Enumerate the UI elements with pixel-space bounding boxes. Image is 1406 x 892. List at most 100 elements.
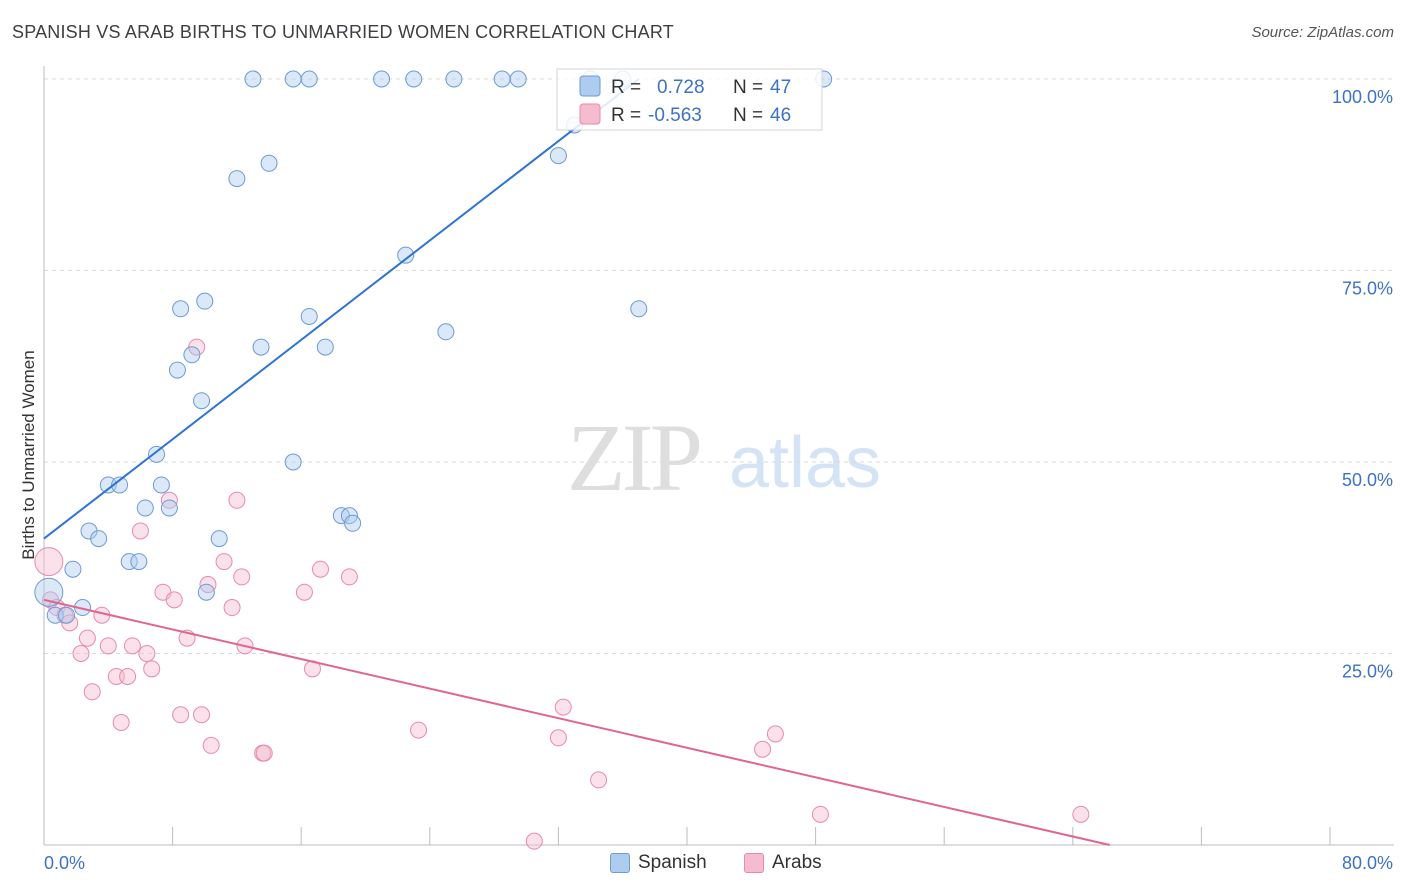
spanish-point [252,338,270,356]
arab-point [172,706,190,724]
arab-point [215,553,233,571]
legend-spanish-n-value: 47 [770,77,791,98]
spanish-point [160,499,178,517]
legend-frame [556,68,823,131]
arab-point [72,645,90,662]
y-tick-label-2: 50.0% [1342,470,1393,490]
arab-point [119,667,137,685]
x-tick-label-0: 0.0% [44,853,85,873]
spanish-point [193,392,211,410]
spanish-series [34,70,833,624]
arab-point [590,771,608,789]
legend-swatch-spanish [579,75,601,97]
legend-arab-r-value: -0.563 [648,105,702,126]
bottom-legend-label-spanish: Spanish [638,852,707,873]
spanish-point [316,338,334,356]
spanish-point [445,70,463,88]
arab-series [34,338,1090,850]
arab-point [754,740,772,758]
arab-point [165,591,183,609]
spanish-point [172,300,190,318]
legend-arab-n-label: N = [733,105,763,126]
legend-spanish-r-value: 0.728 [657,77,705,98]
spanish-point [284,70,302,88]
arab-point [410,721,428,739]
arab-point [99,637,117,655]
arab-point [811,805,829,823]
bottom-legend-arab: Arabs [744,852,822,874]
arab-trend-line [43,598,1110,846]
arab-point [143,660,161,678]
arab-point [233,568,251,586]
spanish-point [168,361,186,379]
legend-swatch-arab [579,103,601,125]
legend-arab-n-value: 46 [770,105,791,126]
trend-lines [43,78,1110,846]
legend: R = 0.728 N = 47 R = -0.563 N = 46 [556,68,823,131]
spanish-point [183,346,201,364]
spanish-point [197,583,215,601]
x-tick-label-1: 80.0% [1342,853,1393,873]
legend-arab-r-label: R = [611,105,641,126]
arab-point [1072,805,1090,823]
arab-point [78,629,96,647]
spanish-point [136,499,154,517]
spanish-point [210,530,228,548]
legend-spanish-n-label: N = [733,77,763,98]
spanish-point [120,553,138,571]
bottom-legend-spanish: Spanish [610,852,707,874]
arab-point [34,547,64,577]
arab-point [340,568,358,586]
arab-point [123,637,141,655]
arab-point [112,713,130,731]
spanish-point [148,445,166,463]
y-tick-label-3: 25.0% [1342,662,1393,682]
spanish-point [397,246,415,264]
spanish-point [111,476,129,494]
arab-point [525,832,543,850]
arab-point [223,599,241,617]
spanish-point [405,70,423,88]
arab-point [554,698,572,716]
y-tick-label-0: 100.0% [1332,87,1393,107]
spanish-point [549,147,567,165]
spanish-point [437,323,455,341]
arab-point [131,522,149,540]
source-label: Source: ZipAtlas.com [1251,24,1394,41]
watermark-zip: ZIP [567,404,700,511]
spanish-point [260,154,278,172]
spanish-point [58,606,76,624]
spanish-point [300,70,318,88]
spanish-point [509,70,527,88]
bottom-legend-label-arab: Arabs [772,852,822,873]
arab-point [193,706,211,724]
arab-point [549,729,567,747]
tick-labels: 100.0% 75.0% 50.0% 25.0% 0.0% 80.0% [44,87,1393,873]
spanish-point [228,170,246,188]
spanish-point [284,453,302,471]
spanish-trend-line [43,78,640,540]
arab-point [228,491,246,509]
arab-point [255,744,273,762]
spanish-point [373,70,391,88]
spanish-point [34,577,64,607]
spanish-point [196,292,214,310]
spanish-point [244,70,262,88]
arab-point [295,583,313,601]
arab-point [202,736,220,754]
spanish-point [130,553,148,571]
arab-point [766,725,784,743]
gridlines [44,78,1394,654]
spanish-point [630,300,648,318]
y-tick-label-1: 75.0% [1342,279,1393,299]
spanish-point [90,530,108,548]
bottom-legend: Spanish Arabs [0,852,1406,878]
spanish-point [493,70,511,88]
bottom-legend-swatch-spanish [610,853,630,873]
spanish-point [344,514,362,532]
axes [43,66,1394,846]
legend-spanish-r-label: R = [611,77,641,98]
arab-point [311,560,329,578]
bottom-legend-swatch-arab [744,853,764,873]
